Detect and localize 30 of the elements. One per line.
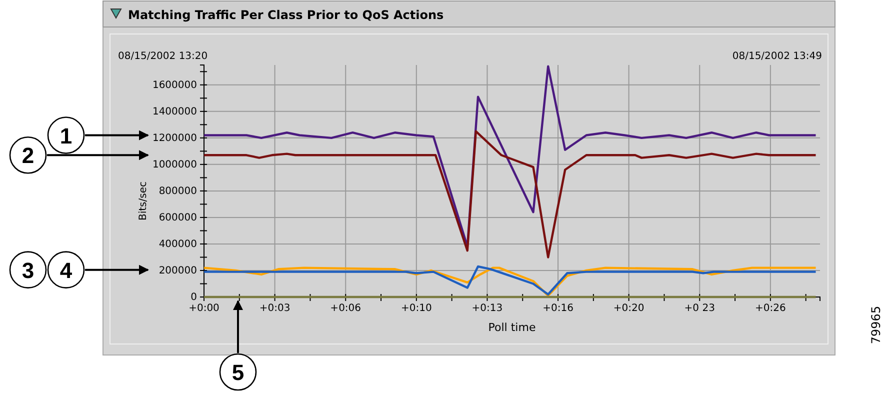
x-tick-label: +0 23 <box>684 303 715 314</box>
y-tick-label: 1400000 <box>152 106 197 118</box>
y-axis-title: Bits/sec <box>138 182 149 220</box>
text: 08/15/2002 13:49 <box>732 51 822 62</box>
y-tick-label: 1000000 <box>152 160 197 171</box>
x-tick-label: +0:16 <box>542 303 574 314</box>
y-tick-label: 1600000 <box>152 80 197 92</box>
text: 4 <box>60 258 73 283</box>
x-tick-label: +0:06 <box>330 303 362 314</box>
text: 79965 <box>869 306 883 344</box>
y-tick-label: 400000 <box>158 239 197 250</box>
text: 1 <box>60 123 72 148</box>
x-tick-label: +0:13 <box>472 303 503 314</box>
y-tick-label: 1200000 <box>152 133 197 144</box>
line-series <box>202 130 817 258</box>
annotation: 5 <box>232 360 244 385</box>
x-axis-title: Poll time <box>488 321 536 334</box>
x-tick-label: +0:03 <box>259 303 290 314</box>
y-tick-label: 600000 <box>158 212 197 224</box>
chart-title: Matching Traffic Per Class Prior to QoS Actions <box>128 8 444 22</box>
x-tick-label: +0:10 <box>400 303 432 314</box>
y-tick-label: 800000 <box>158 186 197 198</box>
x-tick-label: +0:26 <box>755 303 786 314</box>
text: 3 <box>22 258 34 283</box>
x-tick-label: +0:20 <box>613 303 644 314</box>
y-tick-label: 0 <box>190 292 197 304</box>
text: 08/15/2002 13:20 <box>118 51 208 62</box>
text: 2 <box>22 143 34 168</box>
y-tick-label: 200000 <box>158 266 197 277</box>
x-tick-label: +0:00 <box>188 303 220 314</box>
